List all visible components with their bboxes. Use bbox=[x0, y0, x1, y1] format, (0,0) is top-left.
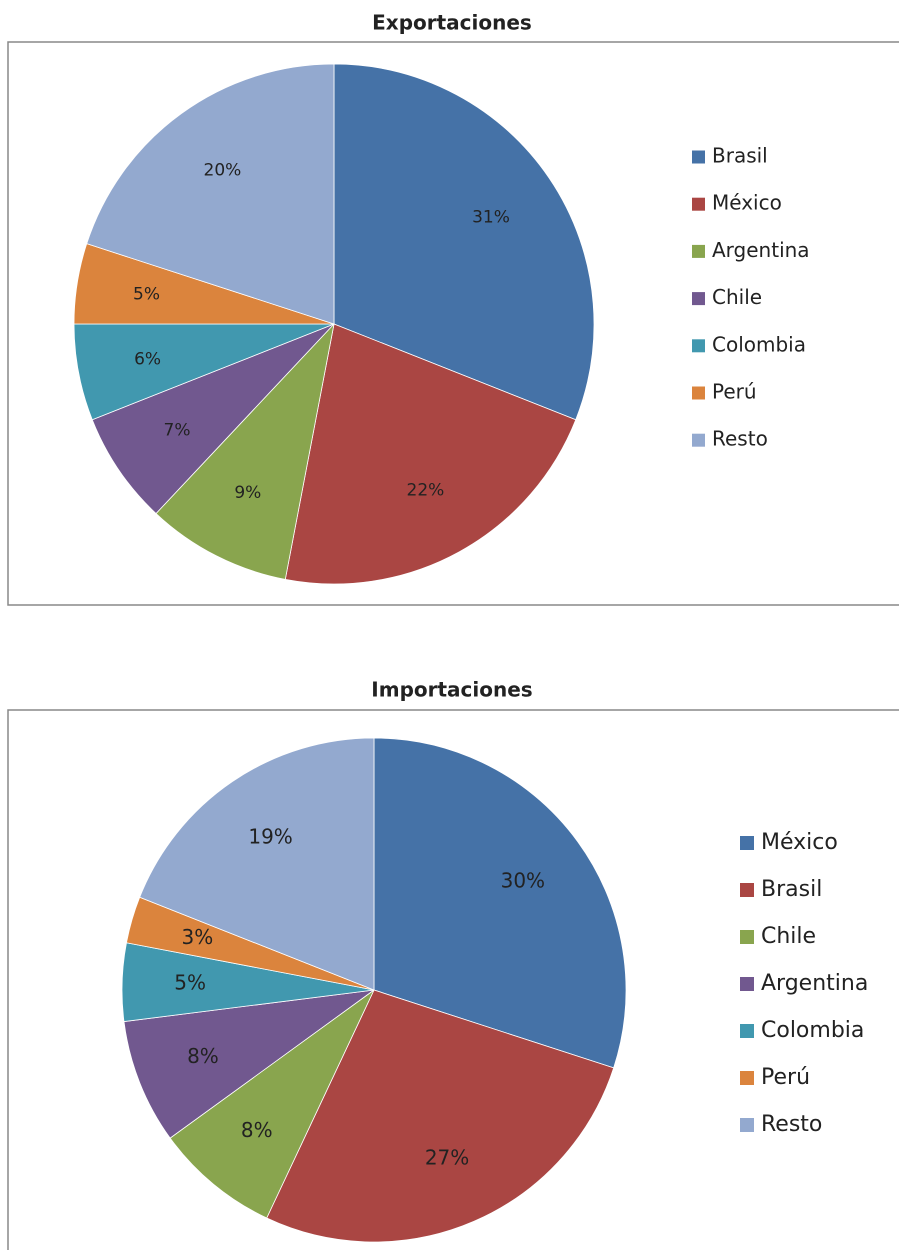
legend-label: Argentina bbox=[761, 971, 868, 996]
legend-swatch bbox=[740, 930, 754, 944]
pie-slice bbox=[373, 737, 627, 1069]
legend-label: Chile bbox=[712, 285, 762, 309]
data-label: 19% bbox=[248, 824, 292, 848]
legend-swatch bbox=[740, 1071, 754, 1085]
data-label: 31% bbox=[472, 207, 510, 227]
legend-swatch bbox=[692, 150, 705, 164]
data-label: 5% bbox=[174, 971, 206, 995]
chart-title: Exportaciones bbox=[372, 11, 532, 35]
legend-label: Colombia bbox=[712, 332, 806, 356]
data-label: 8% bbox=[187, 1044, 219, 1068]
pie-slice bbox=[139, 737, 375, 991]
pie-slice bbox=[169, 989, 375, 1219]
legend-swatch bbox=[740, 836, 754, 850]
data-label: 9% bbox=[234, 483, 261, 503]
pie-slice bbox=[155, 322, 335, 580]
legend-swatch bbox=[740, 1118, 754, 1132]
data-label: 6% bbox=[134, 350, 161, 370]
data-label: 27% bbox=[425, 1145, 469, 1169]
legend-label: Perú bbox=[761, 1065, 810, 1090]
pie-slice bbox=[333, 63, 595, 421]
legend-label: Argentina bbox=[712, 238, 810, 262]
legend-label: Resto bbox=[761, 1112, 822, 1137]
data-label: 22% bbox=[407, 480, 445, 500]
legend-swatch bbox=[740, 977, 754, 991]
legend-swatch bbox=[740, 883, 754, 897]
pie-slice bbox=[86, 63, 335, 325]
pie-slice bbox=[91, 323, 335, 515]
chart-frame bbox=[7, 709, 899, 1250]
legend-swatch bbox=[692, 433, 705, 447]
data-label: 20% bbox=[204, 160, 242, 180]
legend-label: Colombia bbox=[761, 1018, 864, 1043]
data-label: 7% bbox=[164, 421, 191, 441]
pie-slice bbox=[123, 989, 375, 1139]
data-label: 3% bbox=[181, 925, 213, 949]
legend-swatch bbox=[692, 197, 705, 211]
legend-label: México bbox=[761, 830, 838, 855]
pie-slice bbox=[284, 323, 577, 585]
legend-label: Resto bbox=[712, 427, 768, 451]
data-label: 30% bbox=[501, 868, 545, 892]
legend-swatch bbox=[692, 292, 705, 306]
data-label: 8% bbox=[241, 1118, 273, 1142]
legend-swatch bbox=[740, 1024, 754, 1038]
data-label: 5% bbox=[133, 284, 160, 304]
legend-label: Perú bbox=[712, 380, 757, 404]
chart-title: Importaciones bbox=[371, 678, 532, 702]
legend-swatch bbox=[692, 244, 705, 258]
legend-label: Chile bbox=[761, 924, 816, 949]
legend-label: Brasil bbox=[761, 877, 822, 902]
chart-frame bbox=[7, 41, 899, 606]
legend-swatch bbox=[692, 386, 705, 400]
legend-label: México bbox=[712, 191, 782, 215]
legend-swatch bbox=[692, 339, 705, 353]
legend-label: Brasil bbox=[712, 144, 768, 168]
pie-slice bbox=[266, 989, 615, 1243]
